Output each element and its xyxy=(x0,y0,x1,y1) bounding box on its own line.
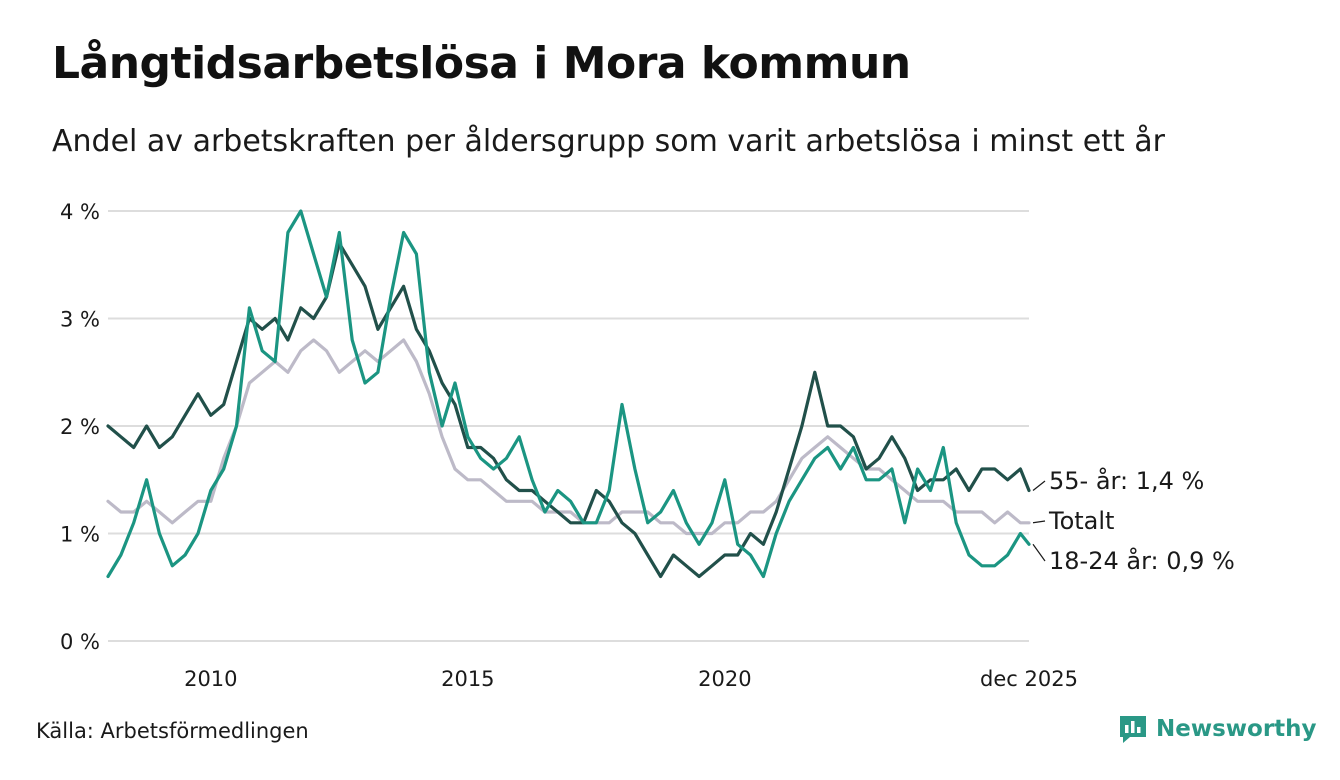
series-lines xyxy=(106,209,1031,579)
series-end-label: 55- år: 1,4 % xyxy=(1049,466,1204,495)
y-tick-label: 3 % xyxy=(60,308,100,332)
y-tick-label: 4 % xyxy=(60,200,100,224)
label-leader-line xyxy=(1032,480,1046,491)
grid xyxy=(108,210,1029,642)
newsworthy-logo-icon xyxy=(1120,716,1146,743)
x-tick-label: dec 2025 xyxy=(980,667,1078,691)
series-line-1 xyxy=(106,241,1031,579)
y-tick-label: 1 % xyxy=(60,523,100,547)
series-line-0 xyxy=(106,338,1031,536)
brand-name: Newsworthy xyxy=(1156,716,1317,742)
series-line-2 xyxy=(106,209,1031,579)
chart-subtitle: Andel av arbetskraften per åldersgrupp s… xyxy=(52,124,1165,159)
line-chart: 0 % 1 % 2 % 3 % 4 % 2010 2015 2020 dec 2025 55-… xyxy=(60,200,1235,691)
x-tick-label: 2020 xyxy=(698,667,751,691)
source-note: Källa: Arbetsförmedlingen xyxy=(36,719,309,743)
chart-title: Långtidsarbetslösa i Mora kommun xyxy=(52,38,911,89)
series-end-label: Totalt xyxy=(1048,507,1114,535)
x-axis: 2010 2015 2020 dec 2025 xyxy=(184,667,1078,691)
label-leader-line xyxy=(1032,520,1046,524)
y-tick-label: 2 % xyxy=(60,415,100,439)
series-end-labels: 55- år: 1,4 % Totalt 18-24 år: 0,9 % xyxy=(1032,466,1235,575)
x-tick-label: 2015 xyxy=(441,667,494,691)
y-tick-label: 0 % xyxy=(60,630,100,654)
y-axis: 0 % 1 % 2 % 3 % 4 % xyxy=(60,200,100,654)
label-leader-line xyxy=(1032,543,1046,562)
series-end-label: 18-24 år: 0,9 % xyxy=(1049,546,1235,575)
brand-logo: Newsworthy xyxy=(1118,714,1317,744)
x-tick-label: 2010 xyxy=(184,667,237,691)
